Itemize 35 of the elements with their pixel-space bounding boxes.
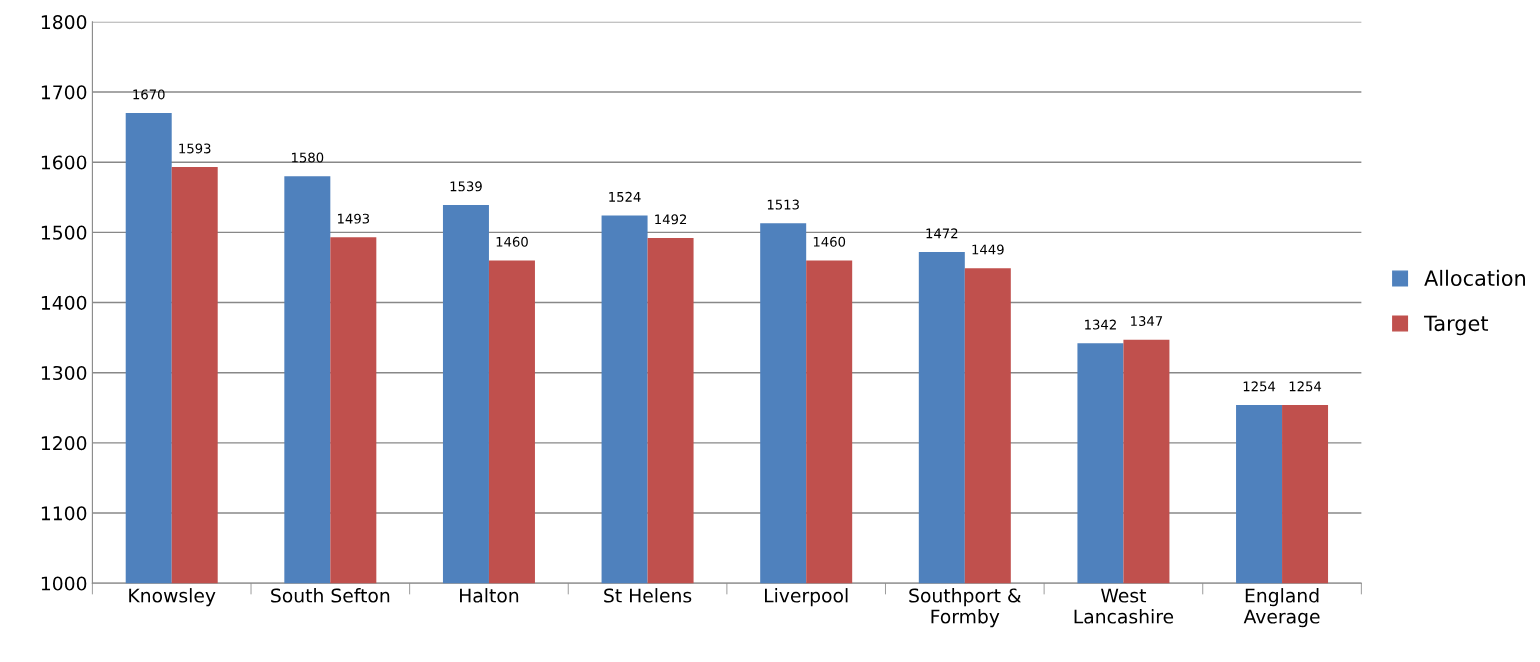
y-tick-label: 1200 bbox=[41, 436, 87, 451]
data-label: 1449 bbox=[972, 244, 1004, 255]
data-label: 1593 bbox=[179, 143, 211, 154]
data-label: 1539 bbox=[450, 181, 482, 192]
data-label: 1493 bbox=[337, 213, 370, 224]
legend-label: Allocation bbox=[1424, 269, 1525, 286]
legend-label: Target bbox=[1423, 315, 1489, 336]
y-tick-label: 1100 bbox=[41, 506, 87, 521]
data-label: 1472 bbox=[926, 228, 958, 239]
data-label: 1460 bbox=[813, 236, 846, 247]
x-tick-label: West Lancashire bbox=[1074, 588, 1174, 624]
x-tick-label: England Average bbox=[1243, 588, 1320, 628]
y-tick-label: 1300 bbox=[41, 365, 87, 381]
data-label: 1492 bbox=[655, 214, 687, 225]
data-label: 1254 bbox=[1289, 381, 1322, 392]
x-tick-label: Southport & Formby bbox=[909, 588, 1021, 628]
x-tick-label: South Sefton bbox=[271, 588, 390, 603]
y-tick-label: 1500 bbox=[41, 225, 87, 240]
data-label: 1580 bbox=[291, 152, 324, 163]
x-tick-label: Knowsley bbox=[129, 588, 216, 607]
data-label: 1513 bbox=[767, 199, 799, 210]
data-label: 1460 bbox=[496, 236, 528, 247]
x-tick-label: Liverpool bbox=[765, 588, 848, 607]
x-tick-label: St Helens bbox=[604, 588, 692, 603]
y-tick-label: 1700 bbox=[41, 85, 87, 100]
y-tick-label: 1000 bbox=[41, 576, 87, 591]
data-label: 1254 bbox=[1243, 381, 1276, 392]
data-label: 1342 bbox=[1085, 319, 1116, 330]
y-tick-label: 1600 bbox=[41, 155, 87, 170]
data-label: 1524 bbox=[609, 191, 641, 202]
data-label: 1347 bbox=[1131, 316, 1163, 327]
data-label: 1670 bbox=[133, 89, 165, 100]
x-tick-label: Halton bbox=[460, 588, 519, 603]
y-tick-label: 1400 bbox=[41, 295, 87, 310]
y-tick-label: 1800 bbox=[41, 15, 87, 30]
